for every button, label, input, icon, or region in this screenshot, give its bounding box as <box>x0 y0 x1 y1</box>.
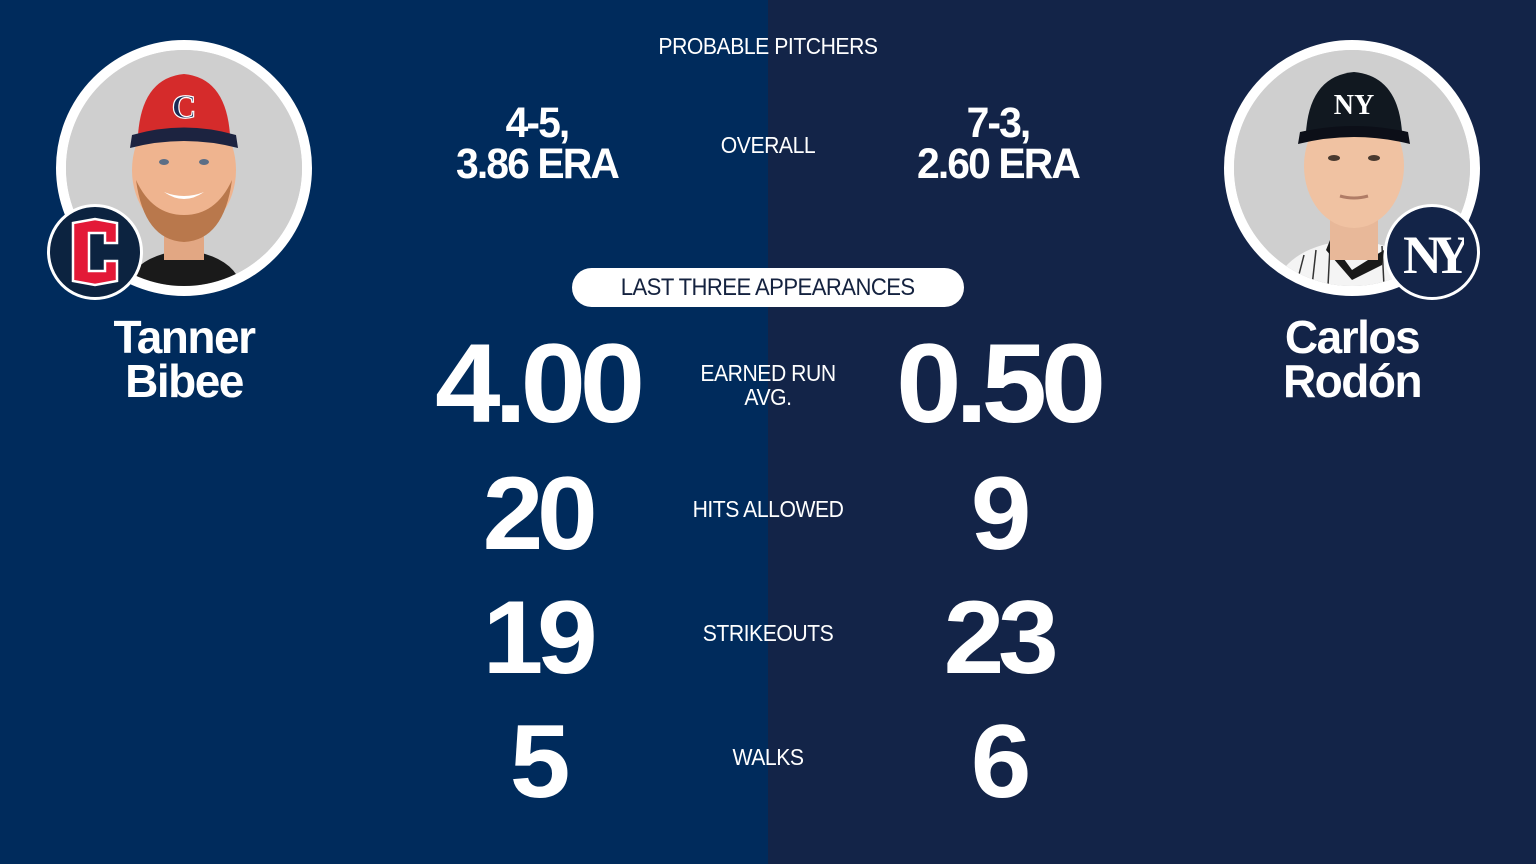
overall-label: OVERALL <box>720 132 816 158</box>
right-overall-record: 7-3, 2.60 ERA <box>917 99 1081 188</box>
era-label-line2: AVG. <box>744 384 792 410</box>
era-label-line1: EARNED RUN <box>700 360 836 386</box>
section-badge-label: LAST THREE APPEARANCES <box>621 273 915 301</box>
right-pitcher-last-name: Rodón <box>1282 355 1423 407</box>
left-overall-record: 4-5, 3.86 ERA <box>456 99 620 188</box>
strikeouts-label: STRIKEOUTS <box>702 620 834 646</box>
left-pitcher-last-name: Bibee <box>125 355 244 407</box>
guardians-team-logo <box>47 204 143 300</box>
left-era-value: 4.00 <box>435 321 645 446</box>
last-three-appearances-badge: LAST THREE APPEARANCES <box>572 268 964 307</box>
right-overall-era: 2.60 ERA <box>917 140 1081 188</box>
svg-text:NY: NY <box>1334 90 1374 121</box>
left-hits-value: 20 <box>482 456 598 572</box>
left-overall-era: 3.86 ERA <box>456 140 620 188</box>
right-strikeouts-value: 23 <box>943 580 1059 696</box>
yankees-ny-logo-icon: NY <box>1403 225 1464 285</box>
right-hits-value: 9 <box>970 456 1032 572</box>
right-pitcher-first-name: Carlos <box>1284 311 1421 363</box>
era-label: EARNED RUN AVG. <box>700 360 836 410</box>
right-overall-wl: 7-3, <box>966 99 1032 147</box>
yankees-team-logo: NY <box>1384 204 1480 300</box>
guardians-c-logo-icon <box>71 217 119 287</box>
left-pitcher-first-name: Tanner <box>113 311 256 363</box>
left-pitcher-name: Tanner Bibee <box>113 311 256 407</box>
svg-text:C: C <box>172 89 197 126</box>
left-strikeouts-value: 19 <box>482 580 598 696</box>
right-walks-value: 6 <box>970 704 1032 820</box>
right-pitcher-name: Carlos Rodón <box>1282 311 1423 407</box>
walks-label: WALKS <box>732 744 804 770</box>
svg-text:NY: NY <box>1403 225 1464 285</box>
left-walks-value: 5 <box>509 704 571 820</box>
header-title: PROBABLE PITCHERS <box>658 33 878 59</box>
right-era-value: 0.50 <box>896 321 1106 446</box>
left-overall-wl: 4-5, <box>505 99 571 147</box>
hits-allowed-label: HITS ALLOWED <box>692 496 844 522</box>
